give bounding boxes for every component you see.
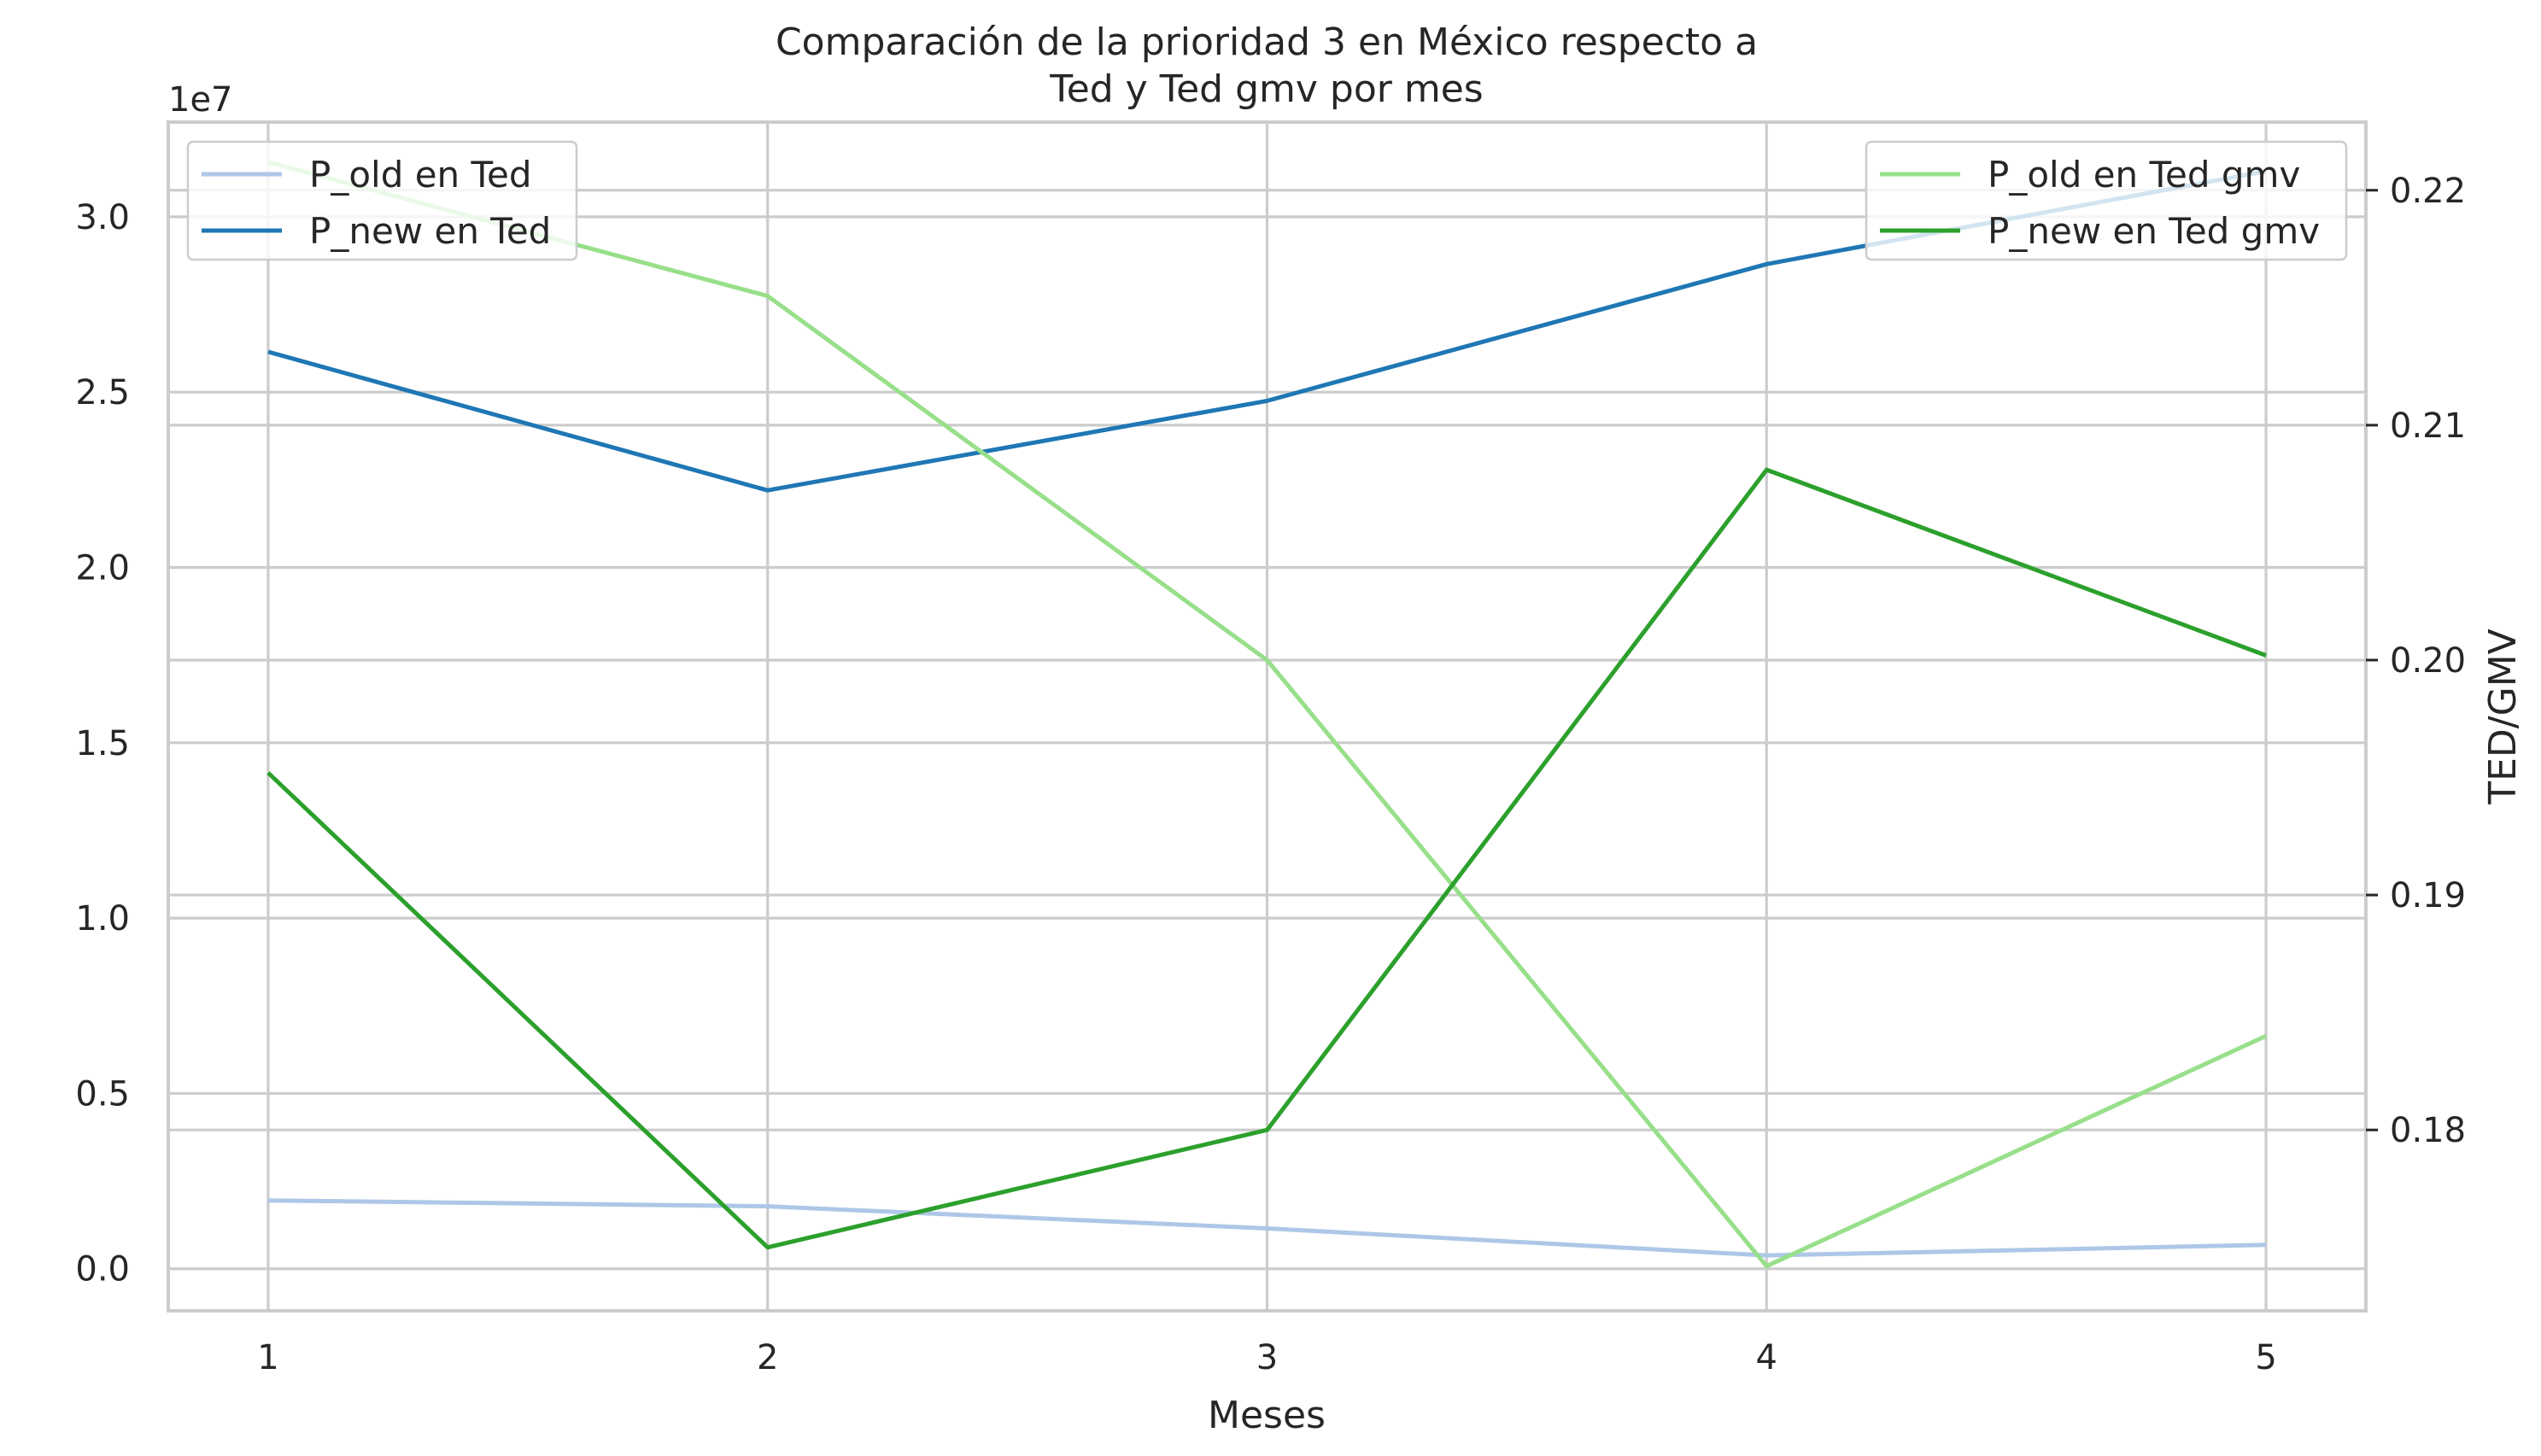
legend-left: P_old en Ted P_new en Ted <box>186 140 578 261</box>
right-y-tick-label: 0.20 <box>2390 641 2466 681</box>
legend-entry: P_new en Ted <box>309 210 551 252</box>
series-line-p-new-ted-gmv <box>266 467 2267 1250</box>
plot-frame <box>167 120 2368 1313</box>
chart-title: Comparación de la prioridad 3 en México … <box>776 20 1758 111</box>
legend-frame <box>1865 140 2348 261</box>
x-tick-label: 4 <box>1756 1338 1777 1377</box>
left-y-tick-label: 1.0 <box>75 899 130 939</box>
legend-entry: P_old en Ted <box>309 154 532 196</box>
chart-title-line: Ted y Ted gmv por mes <box>1049 67 1483 111</box>
right-y-tick-label: 0.21 <box>2390 406 2466 446</box>
right-y-tick-label: 0.22 <box>2390 172 2466 211</box>
legend-entry: P_new en Ted gmv <box>1988 210 2320 252</box>
x-tick-label: 3 <box>1256 1338 1278 1377</box>
right-y-tick-label: 0.18 <box>2390 1111 2466 1150</box>
x-axis-label: Meses <box>1208 1394 1326 1437</box>
left-y-tick-label: 2.0 <box>75 548 130 588</box>
right-axis-label: TED/GMV <box>2481 629 2525 805</box>
right-y-tick-label: 0.19 <box>2390 876 2466 915</box>
x-tick-label: 1 <box>257 1338 278 1377</box>
series-line-p-old-ted-gmv <box>267 160 2268 1269</box>
legend-entry: P_old en Ted gmv <box>1988 154 2300 196</box>
series-line-p-old-ted <box>267 1198 2267 1258</box>
legend-right: P_old en Ted gmv P_new en Ted gmv <box>1865 140 2348 261</box>
left-y-tick-label: 2.5 <box>75 373 130 412</box>
left-y-tick-label: 0.5 <box>75 1074 130 1114</box>
x-tick-label: 2 <box>757 1338 778 1377</box>
chart-title-line: Comparación de la prioridad 3 en México … <box>776 20 1758 64</box>
legend-frame <box>186 140 578 261</box>
x-tick-label: 5 <box>2255 1338 2276 1377</box>
grid-layer <box>168 122 2366 1311</box>
left-y-tick-label: 3.0 <box>75 198 130 237</box>
left-y-tick-label: 1.5 <box>75 724 130 763</box>
left-axis-offset-text: 1e7 <box>168 80 233 120</box>
tick-layer: 1 2 3 4 5 0.0 0.5 1.0 1.5 2.0 2.5 3.0 0.18 0.19 0.20 0.… <box>75 172 2466 1377</box>
left-y-tick-label: 0.0 <box>75 1250 130 1289</box>
